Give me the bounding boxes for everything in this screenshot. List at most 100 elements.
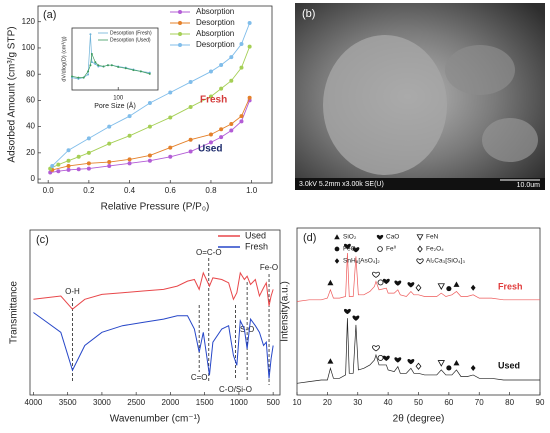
data-point [107,160,112,165]
peak-marker [394,280,402,286]
data-point [89,33,92,36]
peak-marker [470,364,476,371]
data-point [168,145,173,150]
data-line [296,318,540,384]
x-tick-label: 30 [353,398,362,407]
data-point [168,154,173,159]
data-point [147,158,152,163]
x-tick-label: 90 [536,398,545,407]
data-point [239,65,244,70]
x-tick-label: 70 [475,398,484,407]
data-point [107,163,112,168]
data-point [132,69,135,72]
annotation: O=C-O [196,248,222,257]
annotation: C-O/Si-O [219,385,252,394]
data-point [247,44,252,49]
data-point [110,64,113,67]
panel-label: (d) [303,232,316,244]
data-point [147,124,152,129]
data-point [107,141,112,146]
data-line [71,34,150,80]
plot-frame [37,5,273,184]
legend-label: Desorption [196,40,235,49]
data-point [147,101,152,106]
x-tick-label: 80 [505,398,514,407]
peak-marker [377,279,384,286]
x-tick-label: 4000 [25,398,43,407]
peak-marker [446,286,452,292]
data-point [94,61,97,64]
data-point [208,140,213,145]
legend-marker [416,258,424,265]
data-point [127,161,132,166]
x-axis-title: Wavenumber (cm⁻¹) [110,414,200,425]
legend-label: SiO₂ [343,234,357,241]
peak-marker [327,358,334,364]
data-line [296,253,540,302]
inset-legend-label: Desorption (Used) [110,37,151,43]
x-tick-label: 1500 [196,398,214,407]
sem-panel: 3.0kV 5.2mm x3.00k SE(U) 10.0um (b) [295,3,545,190]
peak-marker [453,359,460,366]
data-point [86,150,91,155]
data-point [229,128,234,133]
data-point [229,78,234,83]
y-tick-label: 0 [31,174,36,183]
legend-label: Fresh [245,241,268,251]
x-tick-label: 40 [384,398,393,407]
data-point [66,163,71,168]
x-tick-label: 1.0 [246,186,258,195]
peak-marker [446,365,452,371]
sem-info-bar [295,178,545,190]
inset-bg [72,28,158,90]
legend-label: Absorption [196,29,234,38]
data-point [229,122,234,126]
x-axis-title: 2θ (degree) [393,414,445,425]
legend-marker [417,245,423,253]
x-tick-label: 60 [444,398,453,407]
legend-marker [416,234,424,241]
data-point [97,64,100,67]
x-tick-label: 0.0 [43,186,55,195]
legend-label: FeO [343,246,356,253]
peak-marker [394,357,402,363]
data-point [86,136,91,141]
legend-label: SnH₈[AsO₄]₂ [343,258,380,265]
data-point [50,163,55,168]
data-point [117,66,120,69]
data-point [86,166,91,171]
x-tick-label: 100 [113,96,124,102]
y-tick-label: 100 [22,43,36,52]
x-tick-label: 3500 [59,398,77,407]
peak-marker [343,243,351,250]
legend-label: Fe⁰ [386,245,397,253]
peak-marker [372,271,380,278]
data-point [229,55,234,60]
data-point [219,135,224,140]
scale-bar-label: 10.0um [517,182,541,189]
data-point [90,61,93,64]
data-point [239,114,244,119]
series-label: Fresh [498,281,523,291]
y-tick-label: 120 [22,17,36,26]
data-point [66,158,71,163]
data-point [239,119,244,124]
data-point [247,21,252,26]
data-point [188,80,193,85]
data-point [82,76,85,79]
data-point [66,167,71,172]
panel-label: (a) [43,9,56,21]
data-line [71,52,150,78]
x-tick-label: 3000 [93,398,111,407]
peak-marker [453,281,460,287]
peak-marker [437,360,445,367]
sem-particle [482,118,538,162]
y-axis-title: Intensity(a.u.) [280,281,291,342]
data-point [77,76,80,79]
data-point [219,63,224,67]
peak-marker [352,315,360,321]
legend-label: Used [245,230,266,240]
data-point [168,90,173,95]
inset-x-title: Pore Size (Å) [94,101,136,110]
legend-label: FeN [426,234,439,241]
